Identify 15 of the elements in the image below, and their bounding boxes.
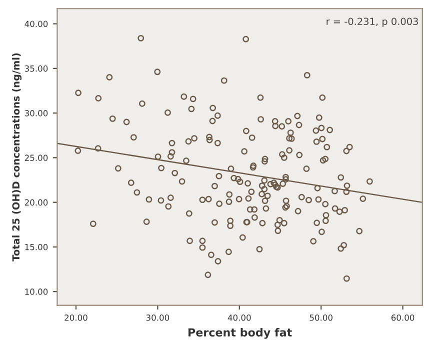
y-tick-label: 35.00 bbox=[24, 65, 48, 72]
y-tick-label: 30.00 bbox=[24, 110, 48, 116]
y-tick-label: 25.00 bbox=[24, 154, 48, 161]
x-tick-label: 50.00 bbox=[310, 314, 332, 321]
x-axis-title: Percent body fat bbox=[188, 328, 292, 339]
y-tick-label: 40.00 bbox=[24, 20, 48, 28]
x-tick-label: 30.00 bbox=[146, 314, 170, 321]
annotation: r = -0.231, p 0.003 bbox=[326, 18, 418, 27]
x-tick-label: 40.00 bbox=[228, 314, 251, 321]
x-tick-label: 20.00 bbox=[64, 314, 88, 321]
y-tick-label: 15.00 bbox=[25, 244, 48, 250]
y-axis-title: Total 25 (OH)D concentrations (ng/ml) bbox=[12, 53, 22, 262]
y-tick-label: 10.00 bbox=[25, 288, 48, 295]
x-tick-label: 60.00 bbox=[391, 314, 414, 321]
y-tick-label: 20.00 bbox=[24, 199, 48, 206]
